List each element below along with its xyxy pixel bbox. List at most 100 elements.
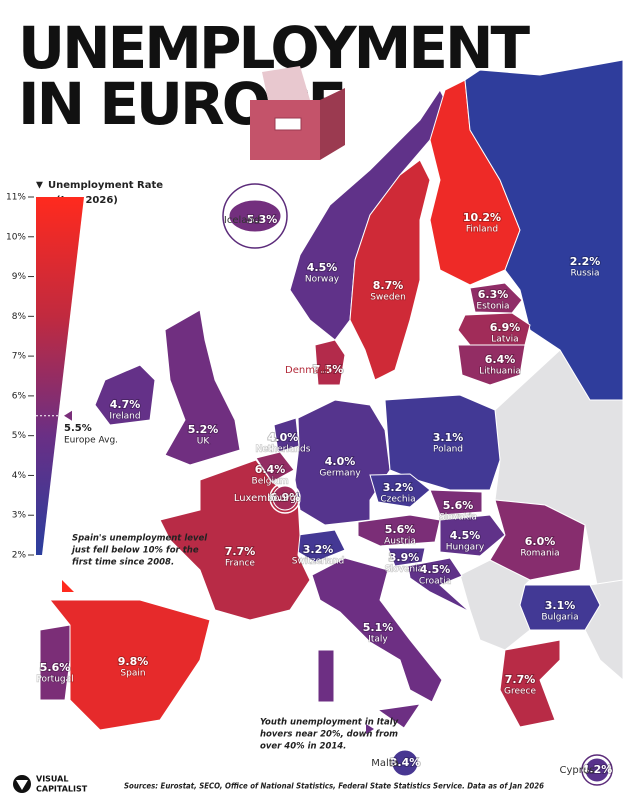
tick-label: 4% [12, 471, 27, 481]
country-name: Netherlands [256, 445, 311, 455]
value-label: 7.5% [313, 363, 344, 376]
box-icon [250, 66, 345, 160]
legend: Unemployment Rate ▼ (Jan. 2026) 2% 3% 4% 5%… [6, 180, 163, 561]
country-name: Iceland [224, 215, 260, 226]
country-name: Slovenia [385, 565, 423, 575]
annotation-pointer [62, 580, 74, 592]
country-shape [499, 639, 561, 728]
annotation-pointer [366, 724, 374, 734]
annotation-line: Youth unemployment in Italy [260, 718, 399, 728]
country-name: UK [197, 437, 211, 447]
country-name: Russia [571, 269, 600, 279]
country-name: Switzerland [292, 557, 345, 567]
annotations: Spain's unemployment level just fell bel… [62, 534, 399, 752]
country-name: Czechia [380, 495, 415, 505]
country-shape [464, 59, 623, 401]
value-label: 3.1% [433, 431, 464, 444]
value-label: 5.3% [247, 213, 278, 226]
value-label: 4.2% [582, 763, 613, 776]
value-label: 4.7% [110, 398, 141, 411]
tick-label: 7% [12, 352, 27, 362]
average-marker [64, 410, 72, 421]
value-label: 3.4% [390, 756, 421, 769]
country-name: Ireland [109, 412, 140, 422]
country-name: Croatia [419, 577, 451, 587]
tick-label: 5% [12, 431, 27, 441]
value-label: 7.7% [505, 673, 536, 686]
country-name: Estonia [476, 302, 509, 312]
countries [39, 59, 623, 731]
value-label: 6.4% [485, 353, 516, 366]
country-name: Sweden [370, 293, 406, 303]
value-label: 6.9% [270, 491, 301, 504]
annotation-line: just fell below 10% for the [70, 546, 199, 556]
average-label: 5.5% [64, 423, 92, 434]
value-label: 4.5% [450, 529, 481, 542]
country-shape [407, 557, 471, 613]
country-name: Latvia [491, 335, 518, 345]
country-shape [357, 514, 441, 547]
value-label: 3.2% [383, 481, 414, 494]
country-shape [584, 757, 610, 783]
country-name: Austria [384, 537, 416, 547]
value-label: 6.4% [255, 463, 286, 476]
value-label: 3.9% [389, 551, 420, 564]
callout-circle [269, 482, 301, 514]
tick-label: 10% [6, 232, 26, 242]
country-name: Poland [433, 445, 463, 455]
country-name: France [225, 559, 255, 569]
value-label: 5.6% [385, 523, 416, 536]
country-shape [376, 703, 422, 729]
value-label: 6.9% [490, 321, 521, 334]
country-shape [294, 399, 391, 526]
annotation-line: hovers near 20%, down from [260, 730, 398, 740]
annotation-line: first time since 2008. [72, 558, 174, 568]
value-label: 5.6% [40, 661, 71, 674]
legend-subtitle: (Jan. 2026) [56, 195, 118, 206]
footer: VISUAL CAPITALIST Sources: Eurostat, SEC… [13, 775, 544, 794]
legend-bar [36, 197, 84, 555]
country-shape [317, 649, 335, 703]
value-label: 4.0% [325, 455, 356, 468]
country-name: Belgium [252, 477, 289, 487]
tick-label: 2% [12, 551, 27, 561]
value-label: 3.1% [545, 599, 576, 612]
country-name: Lithuania [479, 367, 521, 377]
callout-circle [581, 754, 613, 786]
annotation-line: over 40% in 2014. [260, 742, 346, 752]
value-label: 10.2% [463, 211, 501, 224]
legend-title: Unemployment Rate [48, 180, 163, 191]
tick-label: 6% [12, 391, 27, 401]
country-shape [39, 624, 71, 701]
value-label: 4.0% [268, 431, 299, 444]
country-shape [48, 599, 211, 731]
value-label: 5.2% [188, 423, 219, 436]
country-name: Luxembourg [234, 493, 296, 504]
annotation-line: Spain's unemployment level [72, 534, 208, 544]
country-name: Norway [305, 275, 340, 285]
country-shape [387, 547, 426, 567]
country-shape [228, 199, 282, 233]
source: Sources: Eurostat, SECO, Office of Natio… [124, 782, 544, 791]
country-shape [369, 473, 431, 508]
value-label: 9.8% [118, 655, 149, 668]
country-name: Portugal [36, 675, 73, 685]
country-shape [489, 499, 586, 581]
country-name: Germany [319, 469, 361, 479]
brand: VISUAL [36, 775, 68, 784]
tick-label: 3% [12, 511, 27, 521]
country-name: Malta [371, 758, 399, 769]
country-shape [384, 394, 501, 491]
country-name: Romania [520, 549, 559, 559]
country-name: Denmark [285, 365, 331, 376]
country-shape [391, 749, 419, 777]
value-label: 4.5% [307, 261, 338, 274]
country-shape [314, 339, 346, 386]
country-shape [349, 159, 431, 381]
tick-label: 9% [12, 272, 27, 282]
value-label: 6.3% [478, 288, 509, 301]
callout-circle [222, 183, 288, 249]
country-name: Finland [466, 225, 498, 235]
